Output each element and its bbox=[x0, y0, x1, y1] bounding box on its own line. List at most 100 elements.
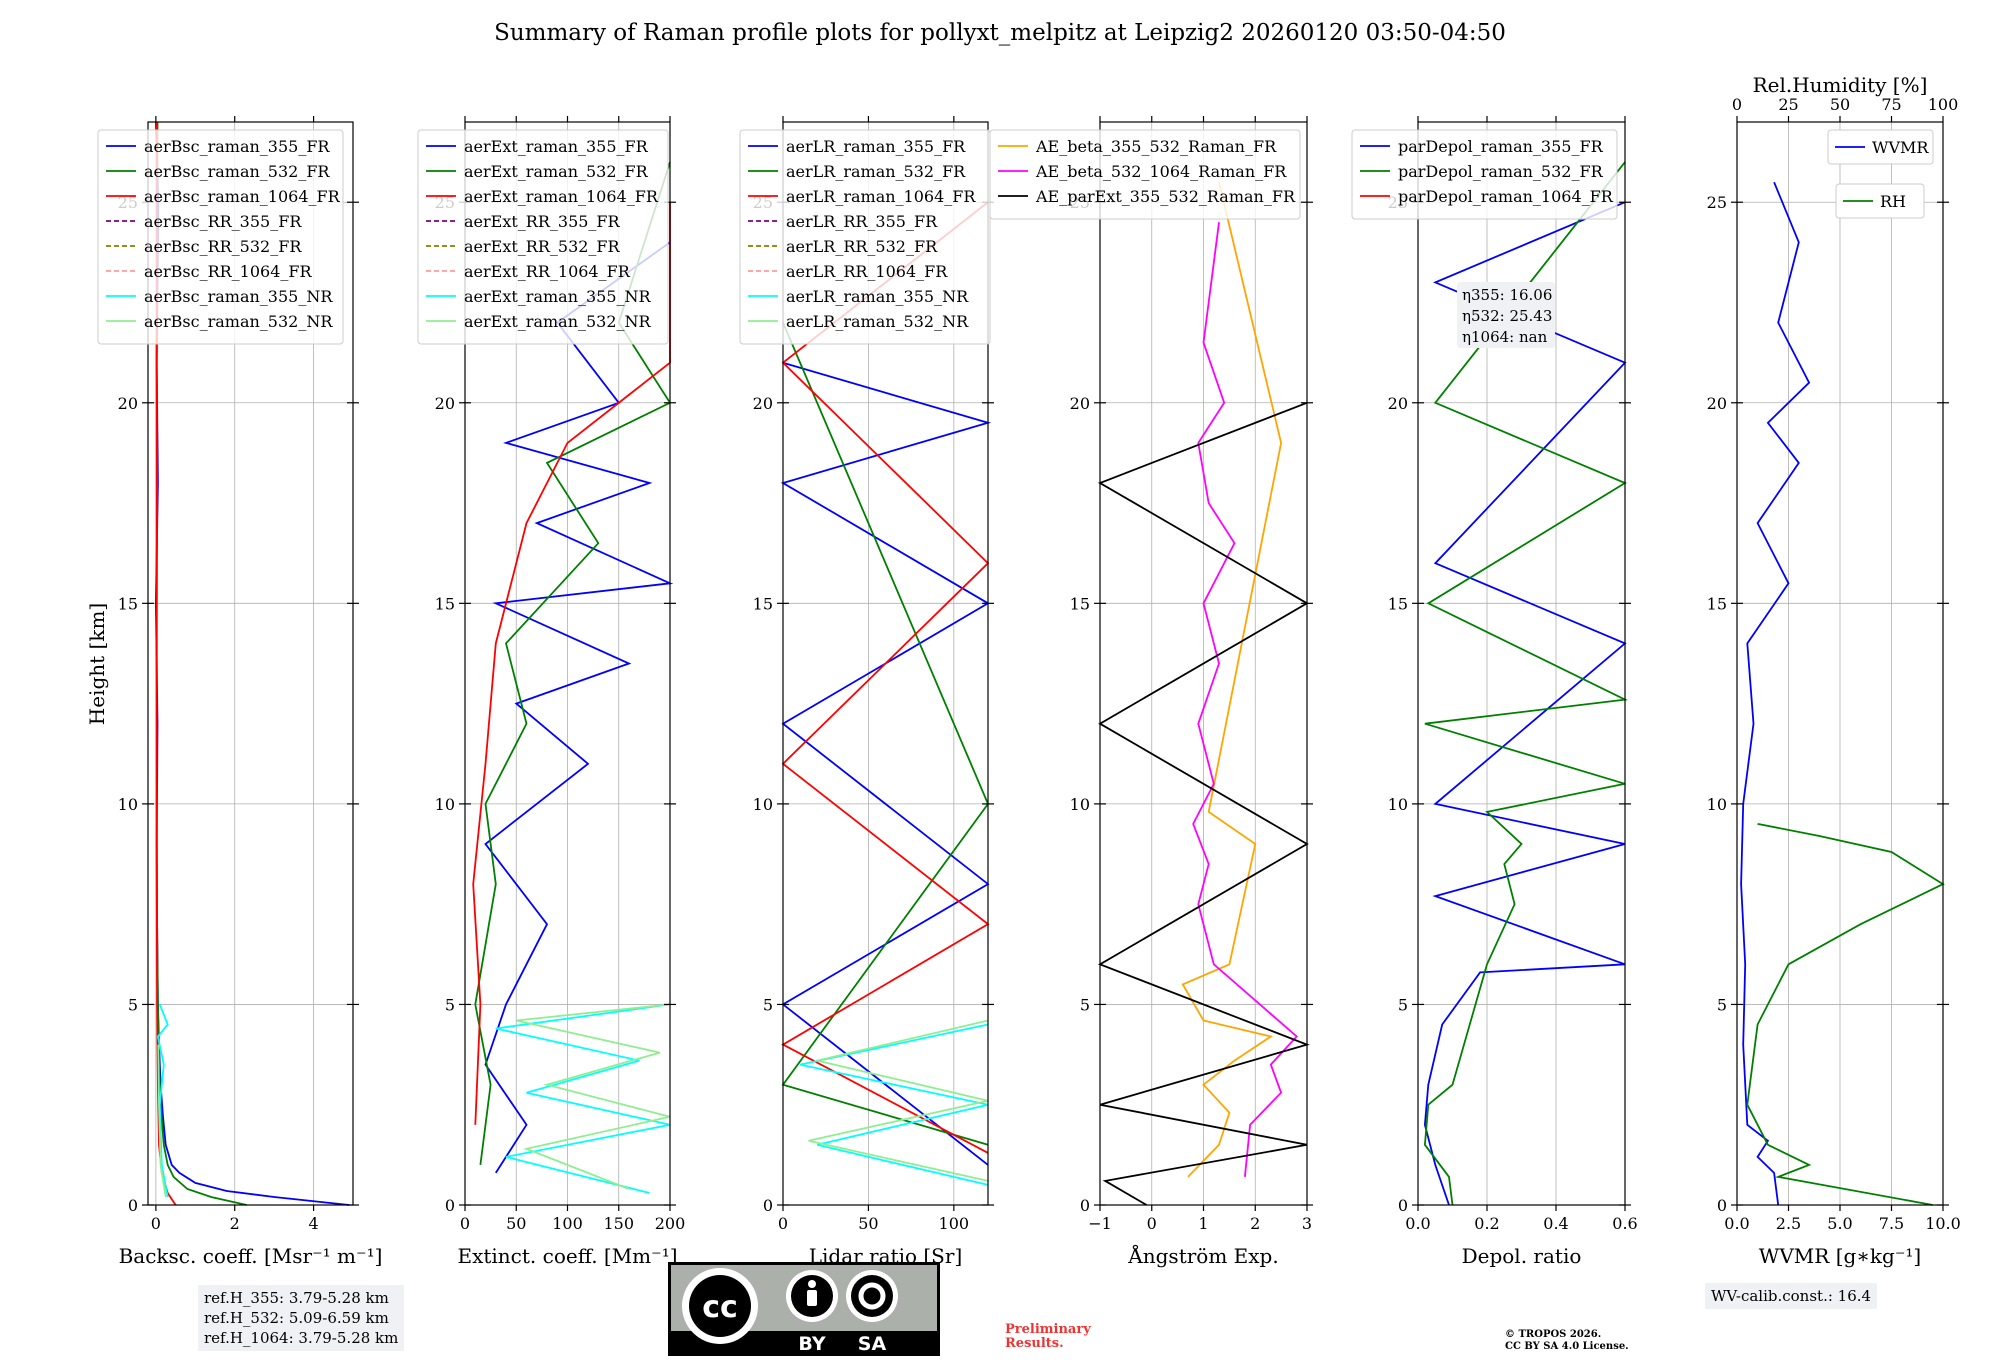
legend-entry: aerExt_raman_355_FR bbox=[464, 137, 649, 156]
legend-entry: parDepol_raman_1064_FR bbox=[1398, 187, 1614, 206]
y-tick-label: 15 bbox=[1070, 594, 1090, 613]
x-tick-label: 200 bbox=[655, 1214, 686, 1233]
y-tick-label: 15 bbox=[1707, 594, 1727, 613]
x-tick-label: 3 bbox=[1302, 1214, 1312, 1233]
x-tick-label: 0 bbox=[1147, 1214, 1157, 1233]
x-axis-label: Ångström Exp. bbox=[1127, 1243, 1278, 1268]
legend-entry: aerLR_RR_355_FR bbox=[786, 212, 938, 231]
ref-height-1064: ref.H_1064: 3.79-5.28 km bbox=[204, 1329, 399, 1347]
legend-box bbox=[739, 129, 991, 345]
y-tick-label: 20 bbox=[1070, 394, 1090, 413]
sa-icon-arc bbox=[858, 1282, 886, 1310]
x-tick-label: 50 bbox=[506, 1214, 526, 1233]
x-tick-label: 2 bbox=[230, 1214, 240, 1233]
legend-entry: AE_beta_355_532_Raman_FR bbox=[1035, 137, 1277, 156]
legend-box-wvmr bbox=[1827, 129, 1934, 165]
y-tick-label: 20 bbox=[753, 394, 773, 413]
series-parDepol_raman_355_FR bbox=[1423, 201, 1627, 1206]
sa-label: SA bbox=[858, 1333, 887, 1355]
x-tick-label: 0 bbox=[151, 1214, 161, 1233]
by-icon-head bbox=[808, 1280, 816, 1288]
x2-tick-label: 100 bbox=[1928, 95, 1959, 114]
series-aerLR_raman_355_NR bbox=[799, 1023, 989, 1186]
copyright-line-2: CC BY SA 4.0 License. bbox=[1505, 1341, 1629, 1352]
legend-entry: aerBsc_raman_532_NR bbox=[144, 312, 333, 331]
series-WVMR bbox=[1740, 181, 1811, 1206]
y-tick-label: 0 bbox=[1717, 1196, 1727, 1215]
x-tick-label: 100 bbox=[552, 1214, 583, 1233]
y-tick-label: 20 bbox=[1707, 394, 1727, 413]
x-tick-label: 0 bbox=[778, 1214, 788, 1233]
axes-frame bbox=[782, 121, 989, 1206]
x-axis-label: Backsc. coeff. [Msr⁻¹ m⁻¹] bbox=[119, 1244, 383, 1268]
x-tick-label: 50 bbox=[858, 1214, 878, 1233]
y-tick-label: 15 bbox=[435, 594, 455, 613]
legend-entry: aerLR_raman_532_NR bbox=[786, 312, 969, 331]
legend-entry: aerBsc_RR_532_FR bbox=[144, 237, 302, 256]
series-aerBsc_raman_532_NR bbox=[157, 1044, 167, 1198]
legend-entry: aerExt_raman_532_NR bbox=[464, 312, 652, 331]
y-tick-label: 0 bbox=[1398, 1196, 1408, 1215]
copyright-note: © TROPOS 2026. CC BY SA 4.0 License. bbox=[1505, 1329, 1629, 1353]
legend-box bbox=[97, 129, 344, 345]
x-tick-label: 2 bbox=[1250, 1214, 1260, 1233]
series-aerExt_raman_355_NR bbox=[495, 1003, 671, 1194]
series-aerBsc_raman_355_NR bbox=[156, 1004, 169, 1198]
legend-entry: AE_parExt_355_532_Raman_FR bbox=[1035, 187, 1296, 206]
x-tick-label: 150 bbox=[603, 1214, 634, 1233]
series-aerExt_raman_532_NR bbox=[516, 1003, 671, 1190]
eta-box bbox=[1457, 282, 1555, 348]
by-label: BY bbox=[798, 1333, 825, 1355]
legend-entry: aerLR_RR_532_FR bbox=[786, 237, 938, 256]
x-tick-label: 0 bbox=[460, 1214, 470, 1233]
x-tick-label: 0.0 bbox=[1405, 1214, 1430, 1233]
axes-frame bbox=[1417, 121, 1626, 1206]
legend-entry: aerLR_raman_355_FR bbox=[786, 137, 966, 156]
y-tick-label: 5 bbox=[128, 995, 138, 1014]
y-tick-label: 15 bbox=[1388, 594, 1408, 613]
x-tick-label: 4 bbox=[308, 1214, 318, 1233]
preliminary-line-1: Preliminary bbox=[1005, 1322, 1091, 1337]
y-tick-label: 5 bbox=[445, 995, 455, 1014]
y-tick-label: 5 bbox=[1717, 995, 1727, 1014]
legend-entry: aerExt_raman_1064_FR bbox=[464, 187, 659, 206]
eta-value-2: η1064: nan bbox=[1462, 328, 1548, 346]
x-tick-label: 10.0 bbox=[1925, 1214, 1961, 1233]
x-tick-label: 0.0 bbox=[1724, 1214, 1749, 1233]
series-parDepol_raman_532_FR bbox=[1423, 161, 1629, 1206]
y-tick-label: 10 bbox=[435, 795, 455, 814]
y-tick-label: 5 bbox=[763, 995, 773, 1014]
legend-entry: aerLR_raman_355_NR bbox=[786, 287, 969, 306]
y-tick-label: 0 bbox=[1080, 1196, 1090, 1215]
x-tick-label: 0.4 bbox=[1543, 1214, 1568, 1233]
y-tick-label: 20 bbox=[118, 394, 138, 413]
series-aerExt_raman_1064_FR bbox=[472, 202, 671, 1125]
x-tick-label: 1 bbox=[1198, 1214, 1208, 1233]
y-tick-label: 5 bbox=[1398, 995, 1408, 1014]
legend-entry: parDepol_raman_355_FR bbox=[1398, 137, 1604, 156]
x-axis-label: WVMR [g∗kg⁻¹] bbox=[1759, 1244, 1921, 1268]
x-tick-label: 0.2 bbox=[1474, 1214, 1499, 1233]
legend-entry: aerBsc_RR_1064_FR bbox=[144, 262, 313, 281]
series-aerLR_raman_532_FR bbox=[781, 322, 990, 1146]
y-tick-label: 10 bbox=[1388, 795, 1408, 814]
series-aerExt_raman_532_FR bbox=[474, 161, 672, 1166]
legend-entry: AE_beta_532_1064_Raman_FR bbox=[1035, 162, 1287, 181]
x-tick-label: 2.5 bbox=[1776, 1214, 1801, 1233]
cc-text: cc bbox=[702, 1290, 738, 1325]
legend-entry: aerLR_raman_532_FR bbox=[786, 162, 966, 181]
by-icon-body bbox=[807, 1290, 817, 1306]
y-tick-label: 0 bbox=[763, 1196, 773, 1215]
figure-title: Summary of Raman profile plots for polly… bbox=[494, 20, 1506, 46]
y-axis-label: Height [km] bbox=[85, 603, 109, 725]
legend-entry: parDepol_raman_532_FR bbox=[1398, 162, 1604, 181]
ref-height-355: ref.H_355: 3.79-5.28 km bbox=[204, 1289, 389, 1307]
legend-entry: aerBsc_raman_355_FR bbox=[144, 137, 330, 156]
wv-calibration-box: WV-calib.const.: 16.4 bbox=[1705, 1283, 1878, 1309]
legend-box bbox=[989, 129, 1301, 220]
wv-calibration-constant: WV-calib.const.: 16.4 bbox=[1711, 1287, 1872, 1305]
series-AE_beta_532_1064_Raman_FR bbox=[1192, 222, 1298, 1177]
axes-frame bbox=[147, 121, 354, 1206]
legend-entry: aerLR_RR_1064_FR bbox=[786, 262, 948, 281]
